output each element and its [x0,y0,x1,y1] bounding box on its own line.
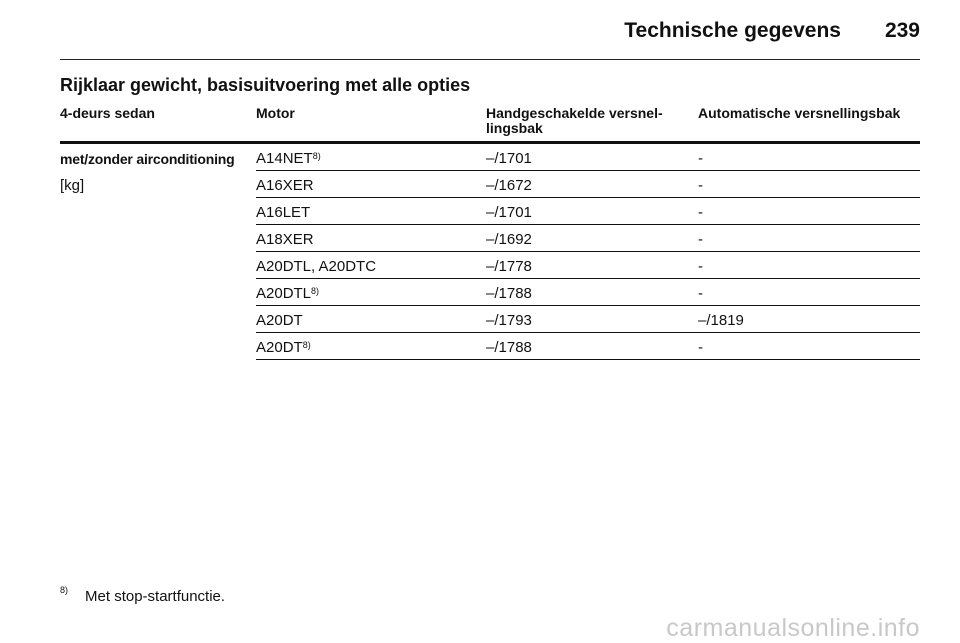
watermark: carmanualsonline.info [666,614,920,642]
manual-weight-cell: –/1788 [486,332,698,360]
page-number: 239 [884,19,920,42]
motor-name: A20DTL, A20DTC [256,258,377,275]
chapter-title: Technische gegevens [624,19,841,42]
table-header-row: 4-deurs sedan Motor Handgeschakelde vers… [60,106,920,144]
weight-table: 4-deurs sedan Motor Handgeschakelde vers… [60,106,920,360]
table-row: A20DT –/1793 –/1819 [60,305,920,333]
footnote-ref: 8) [302,340,311,350]
motor-cell: A16XER [256,170,486,198]
manual-weight-cell: –/1788 [486,278,698,306]
motor-name: A16LET [256,204,311,221]
table-row: A16XER –/1672- [60,170,920,198]
manual-weight-cell: –/1672 [486,170,698,198]
motor-cell: A20DTL8) [256,278,486,306]
automatic-weight-cell: - [698,251,920,279]
automatic-weight-cell: - [698,224,920,252]
motor-name: A18XER [256,231,314,248]
manual-weight-cell: –/1701 [486,142,698,171]
table-row: met/zonder airconditioning [kg] A14NET8) –/… [60,142,920,194]
footnote-text: Met stop-startfunctie. [85,588,226,605]
automatic-weight-cell: –/1819 [698,305,920,333]
automatic-weight-cell: - [698,278,920,306]
table-row: A20DTL8) –/1788- [60,278,920,306]
column-header-manual: Handgeschakelde versnel-lingsbak [486,106,698,144]
motor-name: A14NET [256,150,313,167]
column-header-automatic: Automatische versnellingsbak [698,106,920,144]
row-label: met/zonder airconditioning [60,151,235,167]
motor-name: A20DTL [256,285,312,302]
motor-cell: A20DT [256,305,486,333]
column-header-body: 4-deurs sedan [60,106,256,144]
manual-weight-cell: –/1778 [486,251,698,279]
automatic-weight-cell: - [698,170,920,198]
table-row: A20DT8) –/1788- [60,332,920,360]
motor-cell: A14NET8) [256,142,486,171]
motor-name: A20DT [256,312,303,329]
motor-name: A16XER [256,177,314,194]
motor-cell: A20DT8) [256,332,486,360]
row-label-cell: met/zonder airconditioning [kg] [60,143,256,360]
table-row: A20DTL, A20DTC –/1778- [60,251,920,279]
footnote: 8) Met stop-startfunctie. [60,585,226,605]
footnote-ref: 8) [312,151,321,161]
automatic-weight-cell: - [698,197,920,225]
automatic-weight-cell: - [698,142,920,171]
header-divider [60,59,920,60]
motor-cell: A18XER [256,224,486,252]
motor-cell: A16LET [256,197,486,225]
page-header: Technische gegevens 239 [624,19,920,43]
table-row: A16LET –/1701- [60,197,920,225]
table-row: A18XER –/1692- [60,224,920,252]
footnote-ref: 8) [311,286,320,296]
manual-weight-cell: –/1701 [486,197,698,225]
footnote-marker: 8) [60,585,69,595]
automatic-weight-cell: - [698,332,920,360]
section-title: Rijklaar gewicht, basisuitvoering met al… [60,75,471,95]
manual-weight-cell: –/1793 [486,305,698,333]
table-body: met/zonder airconditioning [kg] A14NET8) –/… [60,142,920,360]
manual-weight-cell: –/1692 [486,224,698,252]
motor-name: A20DT [256,339,303,356]
unit-label: [kg] [60,177,85,194]
column-header-motor: Motor [256,106,486,144]
motor-cell: A20DTL, A20DTC [256,251,486,279]
